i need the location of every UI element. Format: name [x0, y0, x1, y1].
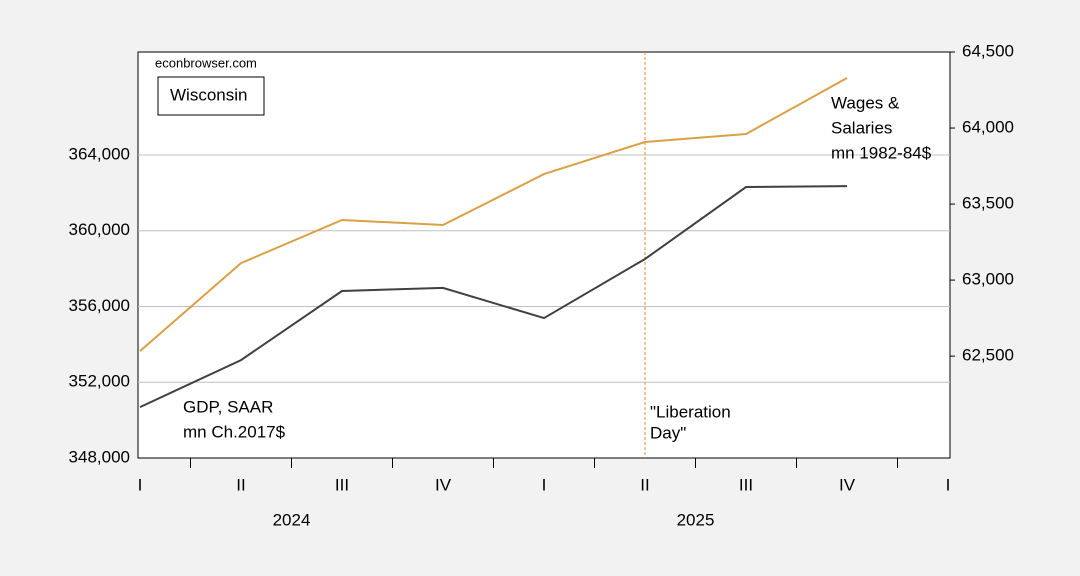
y-tick-label: 364,000	[69, 144, 130, 163]
plot-area	[137, 51, 951, 459]
x-tick-label: IV	[839, 475, 856, 494]
series-line	[139, 77, 848, 352]
series-label: Wages &	[831, 93, 900, 112]
x-tick-label: III	[739, 475, 753, 494]
y-tick-label: 360,000	[69, 220, 130, 239]
series-line	[139, 185, 848, 409]
y-tick-label: 348,000	[69, 447, 130, 466]
y2-tick-label: 63,500	[962, 194, 1014, 213]
x-tick-label: II	[236, 475, 245, 494]
title-box	[157, 76, 265, 116]
y2-tick-label: 64,000	[962, 118, 1014, 137]
x-tick-label: I	[946, 475, 951, 494]
series-label: Salaries	[831, 118, 892, 137]
series-label: mn Ch.2017$	[183, 422, 286, 441]
x-group-label: 2024	[273, 510, 311, 529]
chart-title: Wisconsin	[170, 85, 247, 104]
y2-tick-label: 63,000	[962, 270, 1014, 289]
y2-tick-label: 64,500	[962, 41, 1014, 60]
x-tick-label: I	[542, 475, 547, 494]
y-tick-label: 356,000	[69, 296, 130, 315]
x-tick-label: II	[640, 475, 649, 494]
x-tick-label: I	[138, 475, 143, 494]
series-label: mn 1982-84$	[831, 143, 932, 162]
x-tick-label: III	[335, 475, 349, 494]
y-tick-label: 352,000	[69, 372, 130, 391]
series-label: GDP, SAAR	[183, 397, 273, 416]
annotation: "Liberation	[650, 402, 731, 421]
source: econbrowser.com	[155, 55, 257, 70]
x-tick-label: IV	[435, 475, 452, 494]
annotation: Day"	[650, 423, 686, 442]
y2-tick-label: 62,500	[962, 346, 1014, 365]
x-group-label: 2025	[677, 510, 715, 529]
